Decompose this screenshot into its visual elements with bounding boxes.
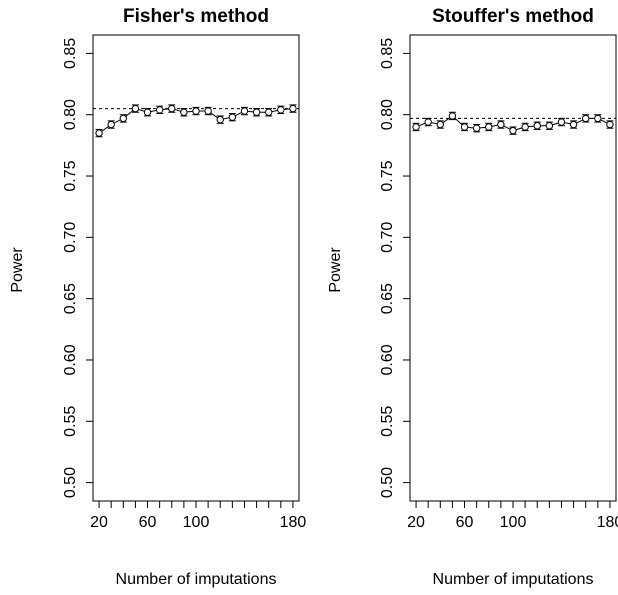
- x-axis: 20 60 100 180: [90, 500, 307, 531]
- series: [95, 104, 297, 138]
- data-point: [119, 114, 127, 123]
- y-tick-label: 0.75: [379, 160, 396, 191]
- data-point: [265, 108, 273, 116]
- data-point: [533, 122, 541, 130]
- data-point: [168, 104, 176, 113]
- data-point: [412, 123, 420, 131]
- data-point: [216, 115, 224, 124]
- y-tick-label: 0.50: [62, 467, 79, 498]
- data-point: [545, 122, 554, 130]
- x-tick-label: 100: [183, 514, 210, 531]
- plot-frame: [409, 34, 617, 502]
- data-point: [252, 108, 261, 116]
- data-point: [289, 104, 297, 113]
- chart-title: Stouffer's method: [432, 6, 594, 27]
- x-axis: 20 60 100 180: [407, 500, 618, 531]
- data-point: [485, 123, 493, 131]
- x-tick-label: 180: [280, 514, 307, 531]
- y-tick-label: 0.60: [379, 344, 396, 375]
- stouffer-panel: Stouffer's method Number of imputations …: [327, 6, 618, 588]
- series: [412, 111, 614, 135]
- data-point: [277, 106, 285, 114]
- y-tick-label: 0.85: [62, 38, 79, 69]
- x-tick-label: 60: [456, 514, 474, 531]
- data-point: [155, 106, 164, 114]
- y-tick-label: 0.70: [379, 222, 396, 253]
- x-tick-label: 100: [500, 514, 527, 531]
- x-axis-label: Number of imputations: [433, 571, 594, 588]
- y-axis-label: Power: [9, 247, 26, 293]
- data-point: [460, 123, 469, 131]
- data-point: [594, 114, 602, 123]
- data-point: [521, 123, 529, 131]
- data-point: [131, 104, 140, 113]
- data-point: [569, 120, 578, 129]
- y-axis-label: Power: [327, 247, 344, 293]
- y-tick-label: 0.65: [379, 283, 396, 314]
- x-tick-label: 60: [139, 514, 157, 531]
- data-point: [448, 112, 457, 120]
- x-tick-label: 20: [407, 514, 425, 531]
- data-point: [107, 120, 115, 129]
- data-point: [240, 107, 249, 115]
- data-point: [228, 113, 237, 121]
- data-point: [143, 108, 152, 116]
- y-tick-label: 0.50: [379, 467, 396, 498]
- y-tick-label: 0.85: [379, 38, 396, 69]
- data-point: [424, 118, 432, 126]
- data-point: [95, 129, 103, 137]
- data-point: [582, 114, 590, 123]
- y-tick-label: 0.80: [62, 99, 79, 130]
- data-point: [180, 108, 188, 116]
- x-axis-label: Number of imputations: [116, 571, 277, 588]
- y-tick-label: 0.65: [62, 283, 79, 314]
- y-axis: 0.50 0.55 0.60 0.65 0.70 0.75 0.80 0.85: [62, 38, 93, 498]
- plot-frame: [92, 34, 300, 502]
- x-tick-label: 180: [597, 514, 618, 531]
- y-tick-label: 0.60: [62, 344, 79, 375]
- data-point: [192, 107, 200, 115]
- y-tick-label: 0.55: [379, 406, 396, 437]
- data-point: [472, 124, 481, 132]
- fisher-panel: Fisher's method Number of imputations Po…: [9, 6, 306, 588]
- y-tick-label: 0.80: [379, 99, 396, 130]
- x-tick-label: 20: [90, 514, 108, 531]
- chart-title: Fisher's method: [123, 6, 269, 27]
- y-tick-label: 0.70: [62, 222, 79, 253]
- data-point: [557, 118, 566, 126]
- y-tick-label: 0.75: [62, 160, 79, 191]
- data-point: [509, 126, 517, 135]
- data-point: [204, 107, 212, 115]
- data-point: [436, 120, 444, 129]
- y-tick-label: 0.55: [62, 406, 79, 437]
- y-axis: 0.50 0.55 0.60 0.65 0.70 0.75 0.80 0.85: [379, 38, 410, 498]
- data-point: [606, 120, 614, 129]
- data-point: [497, 120, 505, 129]
